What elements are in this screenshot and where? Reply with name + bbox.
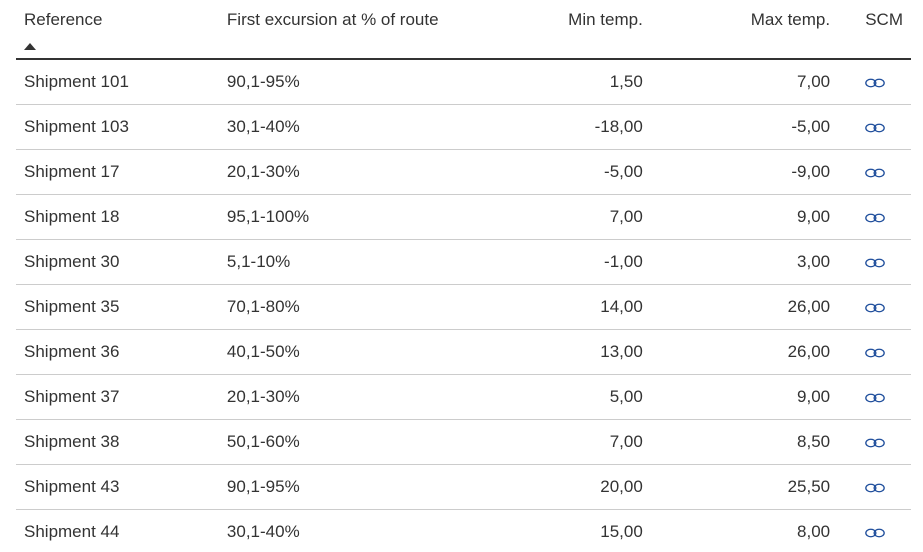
cell-min-temp: -18,00: [474, 105, 651, 150]
cell-max-temp: 9,00: [651, 195, 838, 240]
column-header-label: Max temp.: [751, 10, 830, 29]
table-row: Shipment 1895,1-100%7,009,00: [16, 195, 911, 240]
cell-excursion: 5,1-10%: [219, 240, 474, 285]
link-icon[interactable]: [865, 387, 885, 407]
cell-min-temp: 7,00: [474, 420, 651, 465]
table-row: Shipment 1720,1-30%-5,00-9,00: [16, 150, 911, 195]
cell-min-temp: 14,00: [474, 285, 651, 330]
link-icon[interactable]: [865, 117, 885, 137]
link-icon[interactable]: [865, 252, 885, 272]
column-header-label: Min temp.: [568, 10, 643, 29]
table-row: Shipment 10330,1-40%-18,00-5,00: [16, 105, 911, 150]
cell-max-temp: 25,50: [651, 465, 838, 510]
table-row: Shipment 3640,1-50%13,0026,00: [16, 330, 911, 375]
cell-reference: Shipment 44: [16, 510, 219, 552]
cell-max-temp: 9,00: [651, 375, 838, 420]
sort-asc-icon: [24, 43, 36, 50]
cell-max-temp: -5,00: [651, 105, 838, 150]
cell-excursion: 40,1-50%: [219, 330, 474, 375]
cell-scm: [838, 240, 911, 285]
column-header-excursion[interactable]: First excursion at % of route: [219, 0, 474, 59]
cell-excursion: 95,1-100%: [219, 195, 474, 240]
column-header-label: SCM: [865, 10, 903, 29]
link-icon[interactable]: [865, 477, 885, 497]
cell-max-temp: 7,00: [651, 59, 838, 105]
cell-excursion: 30,1-40%: [219, 510, 474, 552]
cell-max-temp: 26,00: [651, 285, 838, 330]
cell-min-temp: 20,00: [474, 465, 651, 510]
cell-scm: [838, 375, 911, 420]
link-icon[interactable]: [865, 72, 885, 92]
cell-scm: [838, 330, 911, 375]
cell-min-temp: 15,00: [474, 510, 651, 552]
cell-reference: Shipment 103: [16, 105, 219, 150]
cell-excursion: 20,1-30%: [219, 375, 474, 420]
cell-scm: [838, 150, 911, 195]
link-icon[interactable]: [865, 432, 885, 452]
table-row: Shipment 10190,1-95%1,507,00: [16, 59, 911, 105]
cell-max-temp: -9,00: [651, 150, 838, 195]
cell-min-temp: 13,00: [474, 330, 651, 375]
cell-reference: Shipment 43: [16, 465, 219, 510]
cell-min-temp: 1,50: [474, 59, 651, 105]
link-icon[interactable]: [865, 522, 885, 542]
cell-reference: Shipment 35: [16, 285, 219, 330]
cell-min-temp: -1,00: [474, 240, 651, 285]
table-row: Shipment 4390,1-95%20,0025,50: [16, 465, 911, 510]
column-header-min-temp[interactable]: Min temp.: [474, 0, 651, 59]
link-icon[interactable]: [865, 297, 885, 317]
cell-max-temp: 3,00: [651, 240, 838, 285]
table-row: Shipment 305,1-10%-1,003,00: [16, 240, 911, 285]
table-row: Shipment 3720,1-30%5,009,00: [16, 375, 911, 420]
shipments-table: Reference First excursion at % of route …: [16, 0, 911, 552]
column-header-reference[interactable]: Reference: [16, 0, 219, 59]
cell-reference: Shipment 17: [16, 150, 219, 195]
cell-excursion: 50,1-60%: [219, 420, 474, 465]
shipments-table-container: Reference First excursion at % of route …: [0, 0, 923, 552]
table-row: Shipment 4430,1-40%15,008,00: [16, 510, 911, 552]
cell-excursion: 30,1-40%: [219, 105, 474, 150]
table-header-row: Reference First excursion at % of route …: [16, 0, 911, 59]
cell-reference: Shipment 38: [16, 420, 219, 465]
cell-reference: Shipment 18: [16, 195, 219, 240]
cell-scm: [838, 420, 911, 465]
cell-reference: Shipment 37: [16, 375, 219, 420]
cell-reference: Shipment 101: [16, 59, 219, 105]
cell-scm: [838, 510, 911, 552]
cell-excursion: 90,1-95%: [219, 59, 474, 105]
cell-excursion: 90,1-95%: [219, 465, 474, 510]
cell-reference: Shipment 36: [16, 330, 219, 375]
column-header-label: First excursion at % of route: [227, 10, 439, 29]
cell-min-temp: 5,00: [474, 375, 651, 420]
link-icon[interactable]: [865, 162, 885, 182]
column-header-max-temp[interactable]: Max temp.: [651, 0, 838, 59]
cell-max-temp: 8,00: [651, 510, 838, 552]
cell-min-temp: -5,00: [474, 150, 651, 195]
cell-reference: Shipment 30: [16, 240, 219, 285]
cell-scm: [838, 59, 911, 105]
column-header-scm[interactable]: SCM: [838, 0, 911, 59]
table-row: Shipment 3850,1-60%7,008,50: [16, 420, 911, 465]
cell-max-temp: 8,50: [651, 420, 838, 465]
cell-scm: [838, 105, 911, 150]
cell-scm: [838, 465, 911, 510]
cell-min-temp: 7,00: [474, 195, 651, 240]
cell-scm: [838, 195, 911, 240]
link-icon[interactable]: [865, 207, 885, 227]
table-row: Shipment 3570,1-80%14,0026,00: [16, 285, 911, 330]
cell-excursion: 70,1-80%: [219, 285, 474, 330]
column-header-label: Reference: [24, 10, 102, 29]
cell-excursion: 20,1-30%: [219, 150, 474, 195]
cell-max-temp: 26,00: [651, 330, 838, 375]
link-icon[interactable]: [865, 342, 885, 362]
cell-scm: [838, 285, 911, 330]
